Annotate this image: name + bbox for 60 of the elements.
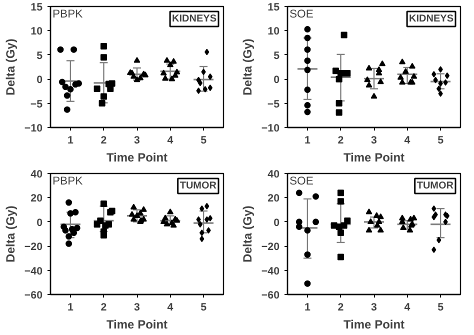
x-axis-title: Time Point xyxy=(106,318,168,332)
y-tick-label: 5 xyxy=(274,50,280,62)
x-tick-label: 2 xyxy=(338,302,344,314)
y-tick-label: −40 xyxy=(261,265,280,278)
x-tick-label: 1 xyxy=(68,302,74,314)
x-tick-label: 4 xyxy=(167,302,174,314)
y-tick-label: −20 xyxy=(24,241,43,254)
x-tick-label: 3 xyxy=(371,302,378,314)
y-tick-label: 0 xyxy=(274,216,280,229)
y-tick-label: 20 xyxy=(268,192,280,205)
x-tick-label: 2 xyxy=(100,302,107,314)
x-tick-label: 5 xyxy=(438,302,444,314)
y-tick-label: −5 xyxy=(267,98,280,110)
x-tick-label: 2 xyxy=(338,134,344,146)
y-tick-label: 10 xyxy=(268,26,280,38)
x-tick-label: 1 xyxy=(68,134,74,146)
x-tick-label: 4 xyxy=(404,302,410,314)
y-tick-label: 10 xyxy=(30,26,43,38)
annotation: KIDNEYS xyxy=(172,14,217,24)
x-tick-label: 5 xyxy=(200,134,207,146)
y-tick-label: −20 xyxy=(261,241,280,254)
y-tick-label: 15 xyxy=(268,2,280,14)
y-tick-label: 40 xyxy=(30,168,43,180)
x-tick-label: 5 xyxy=(438,134,444,146)
annotation: SOE xyxy=(290,176,314,188)
y-tick-label: 20 xyxy=(30,192,43,205)
x-tick-label: 3 xyxy=(134,302,140,314)
x-axis-title: Time Point xyxy=(343,150,405,164)
annotation: TUMOR xyxy=(416,180,454,192)
annotation: TUMOR xyxy=(180,180,218,192)
y-axis-title: Delta (Gy) xyxy=(3,206,18,262)
annotation: KIDNEYS xyxy=(409,14,454,24)
x-tick-label: 3 xyxy=(371,134,378,146)
x-tick-label: 3 xyxy=(134,134,140,146)
y-tick-label: 0 xyxy=(36,216,43,229)
y-tick-label: −5 xyxy=(30,98,43,110)
y-tick-label: −10 xyxy=(24,122,43,134)
x-axis-title: Time Point xyxy=(106,150,168,164)
x-tick-label: 1 xyxy=(304,134,310,146)
y-axis-title: Delta (Gy) xyxy=(3,38,18,96)
x-tick-label: 5 xyxy=(200,302,207,314)
y-tick-label: 40 xyxy=(268,168,280,180)
y-tick-label: −10 xyxy=(261,122,280,134)
y-tick-label: −40 xyxy=(24,265,43,278)
annotation: PBPK xyxy=(52,176,84,188)
y-tick-label: 15 xyxy=(30,2,43,14)
annotation: SOE xyxy=(290,8,314,20)
annotation: PBPK xyxy=(52,8,84,20)
y-tick-label: 5 xyxy=(36,50,43,62)
x-tick-label: 4 xyxy=(404,134,410,146)
y-axis-title: Delta (Gy) xyxy=(240,38,254,96)
y-tick-label: −60 xyxy=(261,290,280,302)
y-tick-label: 0 xyxy=(274,74,280,86)
x-tick-label: 4 xyxy=(167,134,174,146)
y-tick-label: 0 xyxy=(36,74,43,86)
x-axis-title: Time Point xyxy=(343,318,405,332)
y-tick-label: −60 xyxy=(24,290,43,302)
x-tick-label: 2 xyxy=(100,134,107,146)
x-tick-label: 1 xyxy=(304,302,310,314)
y-axis-title: Delta (Gy) xyxy=(240,206,254,262)
